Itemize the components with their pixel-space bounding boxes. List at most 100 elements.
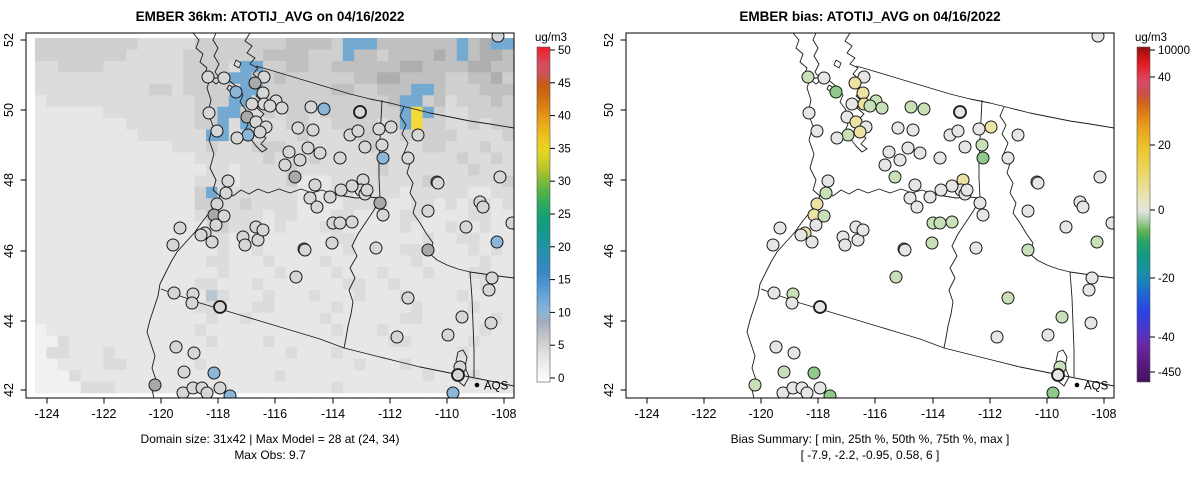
raster-cell bbox=[377, 335, 389, 348]
raster-cell bbox=[137, 198, 150, 211]
raster-cell bbox=[445, 289, 458, 302]
station-point bbox=[373, 196, 387, 210]
raster-cell bbox=[285, 83, 298, 96]
raster-cell bbox=[388, 163, 401, 176]
raster-cell bbox=[80, 129, 93, 142]
raster-cell bbox=[137, 129, 150, 142]
raster-cell bbox=[342, 278, 355, 291]
raster-cell bbox=[411, 232, 423, 245]
station-point bbox=[313, 146, 327, 160]
raster-cell bbox=[35, 152, 47, 165]
raster-cell bbox=[377, 347, 389, 359]
bias-map-svg: -124 -122 -120 -118 -116 -114 -112 -110 -108 52 50… bbox=[602, 9, 1190, 462]
raster-cell bbox=[171, 370, 184, 382]
border-id_mt_border bbox=[999, 106, 1071, 273]
raster-cell bbox=[57, 255, 70, 268]
raster-cell bbox=[57, 370, 70, 382]
raster-cell bbox=[137, 49, 150, 62]
model-map-area bbox=[35, 33, 514, 398]
raster-cell bbox=[171, 49, 184, 62]
station-point bbox=[401, 151, 415, 165]
raster-cell bbox=[468, 83, 480, 96]
raster-cell bbox=[251, 209, 264, 222]
station-point bbox=[229, 85, 243, 99]
raster-cell bbox=[365, 255, 378, 268]
raster-cell bbox=[114, 198, 127, 211]
station-point bbox=[253, 125, 267, 139]
raster-cell bbox=[274, 152, 287, 165]
raster-cell bbox=[297, 370, 309, 382]
raster-cell bbox=[411, 278, 423, 291]
raster-cell bbox=[445, 49, 458, 62]
raster-cell bbox=[434, 267, 446, 279]
raster-cell bbox=[320, 175, 332, 188]
raster-cell bbox=[149, 255, 161, 268]
raster-cell bbox=[342, 118, 355, 130]
raster-cell bbox=[320, 141, 332, 153]
raster-cell bbox=[491, 370, 503, 382]
raster-cell bbox=[103, 141, 116, 153]
raster-cell bbox=[468, 95, 480, 108]
raster-cell bbox=[456, 232, 469, 245]
raster-cell bbox=[468, 312, 480, 325]
raster-cell bbox=[126, 209, 138, 222]
raster-cell bbox=[411, 289, 423, 302]
raster-cell bbox=[365, 106, 378, 119]
raster-cell bbox=[228, 152, 241, 165]
raster-cell bbox=[365, 175, 378, 188]
raster-cell bbox=[194, 129, 207, 142]
raster-cell bbox=[171, 60, 184, 73]
raster-cell bbox=[171, 324, 184, 337]
raster-cell bbox=[491, 324, 503, 337]
raster-cell bbox=[285, 209, 298, 222]
raster-cell bbox=[114, 118, 127, 130]
raster-cell bbox=[399, 221, 412, 233]
raster-cell bbox=[217, 324, 230, 337]
station-point bbox=[805, 235, 819, 249]
raster-cell bbox=[491, 347, 503, 359]
raster-cell bbox=[342, 83, 355, 96]
station-point bbox=[933, 151, 947, 165]
raster-cell bbox=[456, 118, 469, 130]
raster-cell bbox=[308, 255, 321, 268]
raster-cell bbox=[194, 118, 207, 130]
raster-cell bbox=[388, 278, 401, 291]
raster-cell bbox=[297, 324, 309, 337]
colorbar-unit-label: ug/m3 bbox=[535, 32, 567, 44]
raster-cell bbox=[228, 301, 241, 314]
y-axis-tick-label: 48 bbox=[2, 173, 16, 187]
raster-cell bbox=[491, 129, 503, 142]
raster-cell bbox=[171, 175, 184, 188]
raster-cell bbox=[502, 324, 514, 337]
station-point bbox=[953, 105, 967, 119]
raster-cell bbox=[80, 358, 93, 371]
station-point bbox=[490, 235, 504, 249]
raster-cell bbox=[342, 141, 355, 153]
raster-cell bbox=[57, 267, 70, 279]
raster-cell bbox=[160, 106, 173, 119]
raster-cell bbox=[388, 72, 401, 85]
raster-cell bbox=[57, 38, 70, 50]
raster-cell bbox=[103, 163, 116, 176]
raster-cell bbox=[456, 72, 469, 85]
raster-cell bbox=[80, 370, 93, 382]
x-axis-tick-label: -124 bbox=[34, 407, 59, 421]
raster-cell bbox=[354, 381, 366, 394]
station-point bbox=[263, 99, 277, 113]
raster-cell bbox=[502, 141, 514, 153]
raster-cell bbox=[251, 289, 264, 302]
raster-cell bbox=[57, 301, 70, 314]
raster-cell bbox=[46, 244, 59, 256]
raster-cell bbox=[217, 255, 230, 268]
raster-cell bbox=[297, 209, 309, 222]
raster-cell bbox=[149, 175, 161, 188]
raster-cell bbox=[434, 381, 446, 394]
raster-cell bbox=[411, 163, 423, 176]
raster-cell bbox=[126, 301, 138, 314]
raster-cell bbox=[240, 312, 252, 325]
raster-cell bbox=[479, 255, 492, 268]
raster-cell bbox=[422, 152, 435, 165]
raster-cell bbox=[263, 141, 275, 153]
raster-cell bbox=[137, 232, 150, 245]
raster-cell bbox=[137, 106, 150, 119]
